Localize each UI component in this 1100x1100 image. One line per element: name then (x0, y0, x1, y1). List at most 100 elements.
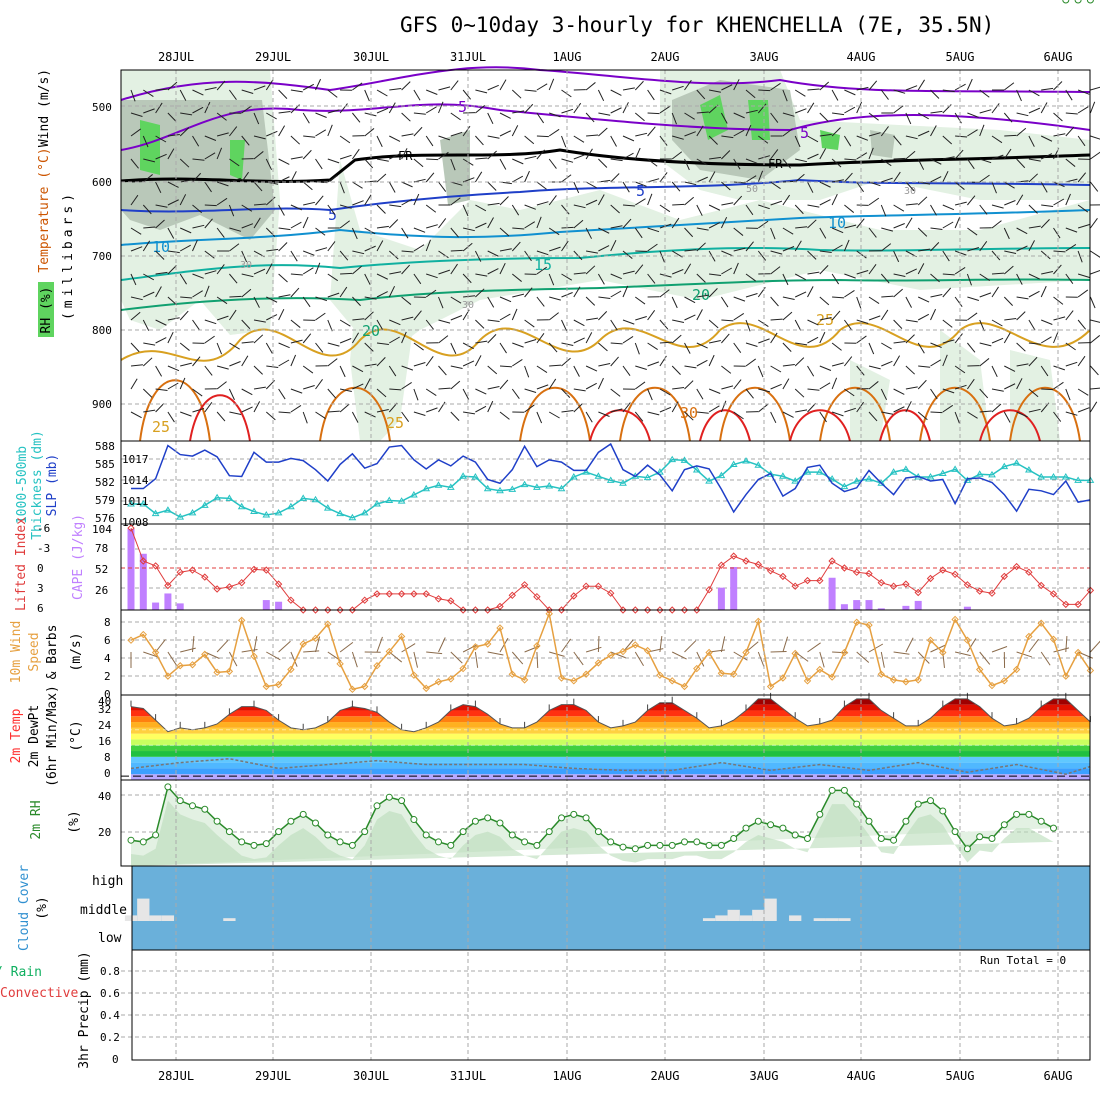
wind-barb (991, 250, 1001, 261)
wind-barb (733, 411, 744, 420)
wind-barb (598, 158, 608, 168)
wind-barb (142, 174, 153, 183)
wind-barb (708, 405, 720, 413)
wind-barb (142, 204, 152, 215)
wind-barb (844, 407, 856, 413)
wind-barb (622, 270, 635, 275)
thickness-point (594, 472, 603, 479)
wind-barb (179, 273, 187, 285)
wind10-point (348, 685, 357, 694)
thickness-point (213, 493, 221, 501)
wind-barb (930, 204, 937, 216)
thickness-point (1061, 472, 1070, 480)
wind-barb (770, 296, 779, 307)
wind-barb (844, 172, 853, 183)
rh2m-point (668, 841, 676, 849)
wind-barb (401, 133, 414, 137)
wind-barb (684, 79, 692, 91)
wind-barb (770, 411, 777, 424)
upper-air-panel: 5 5 FR FR 5 5 10 10 15 20 20 25 25 25 30… (37, 66, 1100, 442)
wind-barb (795, 342, 808, 346)
wind-barb (487, 84, 499, 91)
wind10-tick: 0 (104, 688, 111, 701)
rh2m-point (1062, 0, 1070, 4)
wind-barb (376, 158, 389, 162)
wind-barb (844, 158, 857, 161)
wind-barb (524, 365, 530, 378)
wind-barb (339, 286, 348, 298)
wind-barb (1028, 356, 1038, 367)
wind-barb (905, 365, 916, 375)
wind10-barb (561, 638, 572, 653)
wind-barb (499, 411, 510, 420)
wind-barb (204, 152, 216, 160)
wind-barb (942, 221, 954, 229)
wind-barb (142, 388, 153, 398)
wind-barb (930, 242, 940, 252)
wind-barb (179, 342, 190, 351)
wind-barb (893, 406, 905, 413)
thickness-tick: 576 (95, 512, 115, 525)
rh2m-point (853, 800, 861, 808)
wind-barb (598, 311, 608, 321)
wind-barb (389, 388, 402, 391)
wind-barb (512, 359, 523, 367)
rh2m-point (533, 841, 541, 849)
thickness-point (1025, 466, 1033, 473)
wind-barb (942, 354, 948, 367)
cloud-level-label: middle (80, 903, 127, 918)
cloud-middle-bar (223, 918, 236, 921)
wind10-point (680, 682, 689, 691)
wind10-barb (1040, 651, 1051, 666)
temp-band (131, 745, 1090, 752)
wind-barb (831, 127, 841, 137)
wind-barb (905, 181, 915, 192)
wind-barb (253, 365, 263, 375)
lifted-index-point (594, 582, 603, 590)
wind-barb (179, 227, 192, 234)
rh2m-side-labels: 2m RH (%) (29, 800, 82, 839)
wind-barb (315, 78, 322, 91)
temp-gridlines (121, 729, 1090, 746)
wind-barb (1065, 126, 1075, 137)
wind-barb (241, 250, 248, 263)
wind-barb (1053, 316, 1066, 321)
wind-barb (770, 383, 782, 390)
wind-barb (831, 362, 844, 367)
wind-barb (229, 243, 240, 252)
wind-barb (819, 250, 832, 253)
wind-barb (192, 224, 205, 229)
thickness-point (459, 472, 467, 479)
wind-barb (130, 128, 142, 137)
wind-barb (930, 125, 937, 137)
wind-barb (991, 272, 1005, 275)
thickness-point (348, 513, 357, 521)
wind10-point (693, 664, 701, 673)
wind-barb (671, 296, 678, 309)
wind-barb (426, 407, 438, 413)
contour-label: 5 (800, 124, 809, 142)
wind-barb (794, 273, 807, 281)
wind-barb (130, 227, 142, 235)
rh2m-point (558, 814, 565, 822)
wind-barb (425, 319, 434, 330)
wind-barb (659, 319, 669, 330)
thickness-point (127, 499, 135, 507)
lifted-index-point (582, 582, 590, 590)
wind-barb (192, 204, 203, 214)
wind-barb (832, 179, 844, 183)
wind-barb (585, 199, 598, 206)
wind-barb (782, 194, 791, 206)
wind-barb (844, 89, 856, 96)
wind-barb (229, 177, 241, 183)
wind-barb (868, 263, 877, 275)
wind-barb (266, 296, 278, 303)
lifted-index-point (717, 561, 726, 569)
precip-tick: 0.2 (100, 1031, 120, 1044)
wind-barb (1077, 388, 1089, 396)
side-label: SLP (mb) (45, 454, 60, 517)
wind-barb (216, 411, 226, 422)
wind-barb (585, 148, 593, 160)
wind-barb (634, 411, 644, 422)
wind10-point (151, 648, 160, 657)
